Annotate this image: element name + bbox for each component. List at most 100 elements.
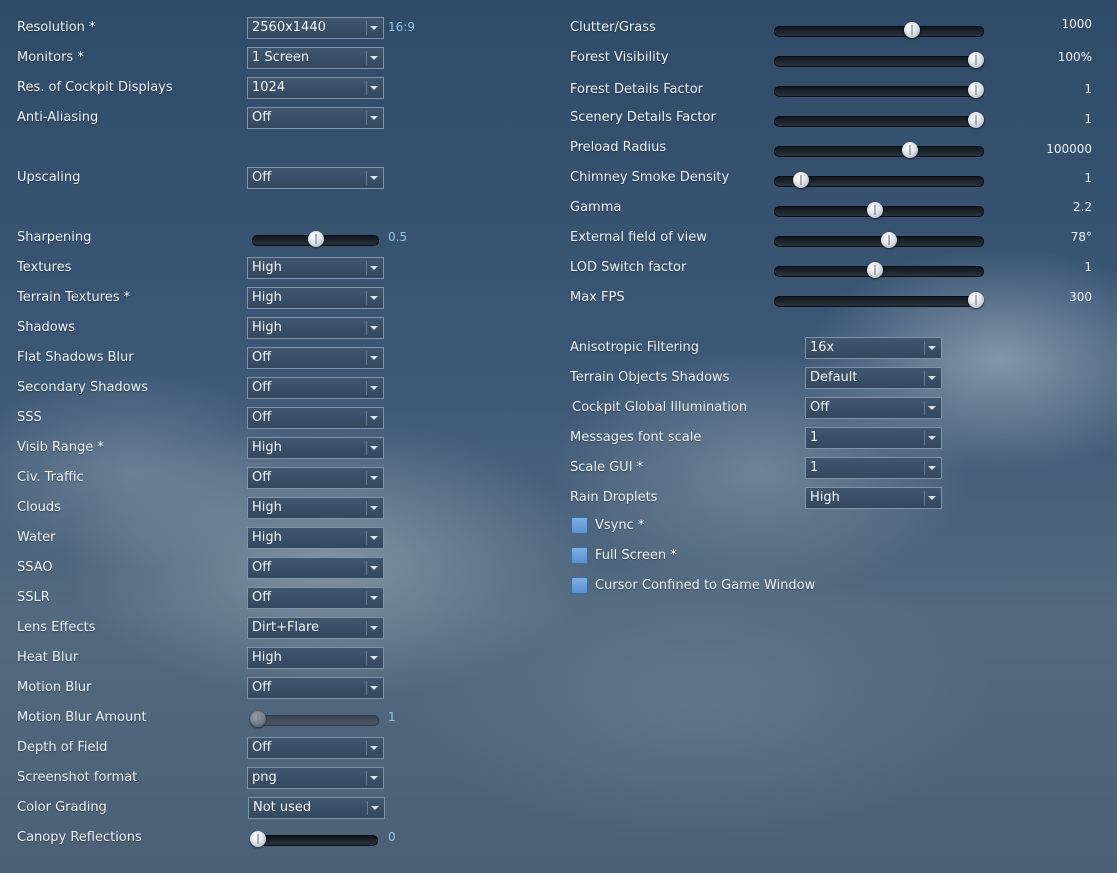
ssao-dropdown[interactable]: Off (247, 557, 384, 579)
vsync-checkbox[interactable] (571, 517, 588, 534)
setting-preload-radius: Preload Radius 100000 (570, 137, 1095, 159)
preload-radius-label: Preload Radius (570, 140, 667, 155)
cockpit-gi-dropdown[interactable]: Off (805, 397, 942, 419)
canopy-reflections-slider[interactable] (250, 831, 378, 847)
chevron-down-icon (928, 496, 936, 500)
scale-gui-dropdown[interactable]: 1 (805, 457, 942, 479)
slider-handle[interactable] (903, 22, 920, 38)
canopy-reflections-value: 0 (388, 830, 396, 844)
rain-droplets-dropdown[interactable]: High (805, 487, 942, 509)
slider-handle[interactable] (880, 232, 897, 248)
flat-shadows-blur-value: Off (252, 350, 272, 365)
scenery-details-value: 1 (1084, 112, 1092, 126)
upscaling-dropdown[interactable]: Off (247, 167, 384, 189)
full-screen-checkbox[interactable] (571, 547, 588, 564)
heat-blur-dropdown[interactable]: High (247, 647, 384, 669)
dropdown-separator (366, 561, 367, 575)
terrain-object-shadows-dropdown[interactable]: Default (805, 367, 942, 389)
secondary-shadows-dropdown[interactable]: Off (247, 377, 384, 399)
messages-font-scale-dropdown[interactable]: 1 (805, 427, 942, 449)
dropdown-separator (924, 341, 925, 355)
cockpit-gi-value: Off (810, 400, 830, 415)
chevron-down-icon (928, 346, 936, 350)
max-fps-slider[interactable] (774, 292, 984, 308)
messages-font-scale-value: 1 (810, 430, 819, 445)
screenshot-format-label: Screenshot format (17, 770, 138, 785)
screenshot-format-dropdown[interactable]: png (247, 767, 384, 789)
dropdown-separator (366, 171, 367, 185)
forest-visibility-slider[interactable] (774, 52, 984, 68)
civ-traffic-value: Off (252, 470, 272, 485)
monitors-dropdown[interactable]: 1 Screen (247, 47, 384, 69)
external-fov-slider[interactable] (774, 232, 984, 248)
cockpit-gi-label: Cockpit Global Illumination (572, 400, 748, 415)
clouds-dropdown[interactable]: High (247, 497, 384, 519)
flat-shadows-blur-label: Flat Shadows Blur (17, 350, 134, 365)
dropdown-separator (366, 261, 367, 275)
flat-shadows-blur-dropdown[interactable]: Off (247, 347, 384, 369)
slider-handle[interactable] (250, 711, 266, 727)
cockpit-displays-res-label: Res. of Cockpit Displays (17, 80, 173, 95)
sharpening-slider[interactable] (252, 231, 379, 247)
chevron-down-icon (370, 26, 378, 30)
slider-handle[interactable] (307, 231, 324, 247)
motion-blur-dropdown[interactable]: Off (247, 677, 384, 699)
gamma-slider[interactable] (774, 202, 984, 218)
slider-handle[interactable] (902, 142, 919, 158)
setting-vsync[interactable]: Vsync * (570, 515, 870, 537)
motion-blur-amount-slider[interactable] (250, 711, 379, 727)
slider-handle[interactable] (867, 262, 884, 278)
slider-handle[interactable] (968, 82, 984, 98)
cursor-confined-checkbox[interactable] (571, 577, 588, 594)
forest-details-value: 1 (1084, 82, 1092, 96)
resolution-dropdown[interactable]: 2560x1440 (247, 17, 384, 39)
setting-water: Water High (17, 527, 437, 549)
dropdown-separator (366, 381, 367, 395)
setting-full-screen[interactable]: Full Screen * (570, 545, 870, 567)
dropdown-separator (366, 531, 367, 545)
chevron-down-icon (370, 476, 378, 480)
slider-handle[interactable] (968, 292, 984, 308)
color-grading-dropdown[interactable]: Not used (248, 797, 385, 819)
sss-dropdown[interactable]: Off (247, 407, 384, 429)
chevron-down-icon (370, 116, 378, 120)
chimney-smoke-slider[interactable] (774, 172, 984, 188)
slider-handle[interactable] (968, 112, 984, 128)
chevron-down-icon (370, 266, 378, 270)
slider-handle[interactable] (250, 831, 266, 847)
full-screen-label: Full Screen * (595, 548, 677, 563)
cockpit-displays-res-dropdown[interactable]: 1024 (247, 77, 384, 99)
lod-switch-slider[interactable] (774, 262, 984, 278)
preload-radius-slider[interactable] (774, 142, 984, 158)
rain-droplets-label: Rain Droplets (570, 490, 658, 505)
forest-details-slider[interactable] (774, 82, 984, 98)
dropdown-separator (366, 291, 367, 305)
water-dropdown[interactable]: High (247, 527, 384, 549)
scale-gui-label: Scale GUI * (570, 460, 644, 475)
slider-handle[interactable] (968, 52, 984, 68)
clutter-grass-slider[interactable] (774, 22, 984, 38)
scenery-details-slider[interactable] (774, 112, 984, 128)
visib-range-dropdown[interactable]: High (247, 437, 384, 459)
depth-of-field-dropdown[interactable]: Off (247, 737, 384, 759)
preload-radius-value: 100000 (1046, 142, 1092, 156)
shadows-dropdown[interactable]: High (247, 317, 384, 339)
setting-cursor-confined[interactable]: Cursor Confined to Game Window (570, 575, 870, 597)
setting-shadows: Shadows High (17, 317, 437, 339)
heat-blur-label: Heat Blur (17, 650, 79, 665)
chevron-down-icon (370, 536, 378, 540)
sslr-dropdown[interactable]: Off (247, 587, 384, 609)
slider-handle[interactable] (867, 202, 884, 218)
anti-aliasing-dropdown[interactable]: Off (247, 107, 384, 129)
water-label: Water (17, 530, 56, 545)
terrain-textures-label: Terrain Textures * (17, 290, 131, 305)
setting-heat-blur: Heat Blur High (17, 647, 437, 669)
terrain-textures-dropdown[interactable]: High (247, 287, 384, 309)
messages-font-scale-label: Messages font scale (570, 430, 702, 445)
slider-handle[interactable] (793, 172, 810, 188)
anisotropic-dropdown[interactable]: 16x (805, 337, 942, 359)
textures-dropdown[interactable]: High (247, 257, 384, 279)
civ-traffic-dropdown[interactable]: Off (247, 467, 384, 489)
lens-effects-dropdown[interactable]: Dirt+Flare (247, 617, 384, 639)
dropdown-separator (924, 371, 925, 385)
